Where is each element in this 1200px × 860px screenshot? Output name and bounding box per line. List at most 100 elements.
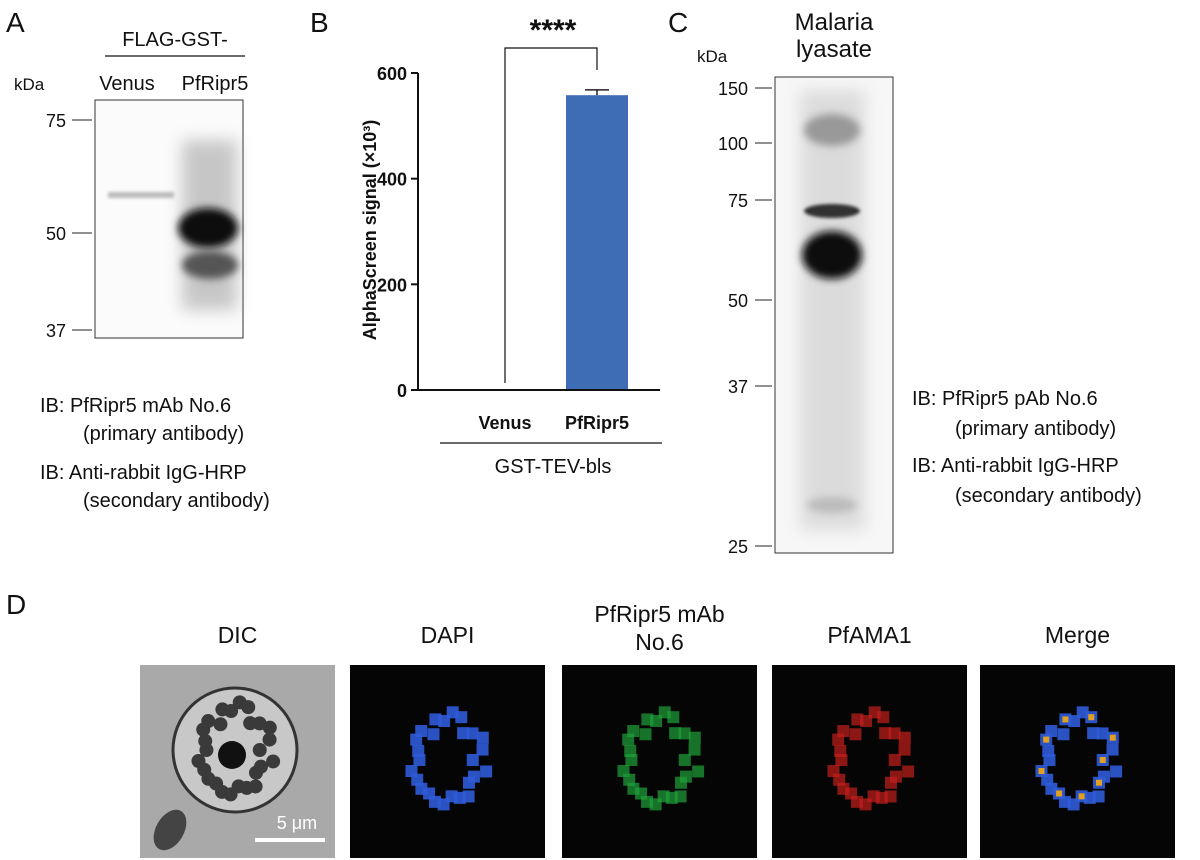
signal	[627, 782, 640, 795]
channel-label: Merge	[1045, 622, 1110, 648]
signal	[692, 765, 705, 778]
signal	[888, 727, 901, 740]
signal	[827, 765, 840, 778]
channel-label: No.6	[635, 629, 684, 655]
significance-bracket	[504, 47, 598, 383]
sample: lyasate	[796, 36, 872, 63]
signal	[1088, 714, 1095, 721]
signal	[688, 743, 701, 756]
signal	[415, 725, 428, 738]
x-tick-label: PfRipr5	[565, 413, 629, 433]
band	[178, 208, 238, 248]
y-tick-label: 0	[397, 381, 407, 401]
note: IB: Anti-rabbit IgG-HRP	[912, 455, 1119, 477]
signal	[1096, 779, 1103, 786]
pigment	[218, 741, 246, 769]
band	[807, 497, 857, 513]
signal	[1110, 765, 1123, 778]
unit: kDa	[14, 75, 45, 94]
signal	[834, 745, 847, 758]
signal	[476, 743, 489, 756]
image-frame	[350, 665, 545, 858]
note: (primary antibody)	[83, 423, 244, 445]
panel-label: B	[310, 7, 329, 38]
signal	[877, 711, 890, 724]
lane-label: Venus	[99, 73, 155, 95]
signal	[1109, 734, 1116, 741]
band	[804, 114, 860, 146]
micrograph	[350, 665, 545, 858]
signal	[879, 727, 892, 740]
signal	[639, 728, 652, 741]
scale-label: 5 μm	[277, 813, 317, 833]
y-tick-label: 200	[377, 275, 407, 295]
signal	[1099, 757, 1106, 763]
signal	[1038, 768, 1045, 775]
group-label: GST-TEV-bls	[495, 456, 612, 478]
signal	[885, 776, 898, 789]
channel-label: DAPI	[421, 622, 475, 648]
band	[804, 204, 860, 218]
signal	[455, 711, 468, 724]
signal	[837, 725, 850, 738]
micrograph: 5 μm	[140, 665, 335, 858]
signal	[1057, 728, 1070, 741]
debris	[153, 809, 187, 851]
channel-label: DIC	[218, 622, 258, 648]
channel-label: PfAMA1	[827, 622, 911, 648]
merozoite	[266, 754, 281, 769]
signal	[667, 711, 680, 724]
band	[108, 192, 174, 198]
signal	[1045, 725, 1058, 738]
signal	[1062, 716, 1069, 723]
blot: 75 50 37	[46, 99, 244, 341]
merozoite	[262, 732, 277, 747]
note: (secondary antibody)	[955, 485, 1142, 507]
image-frame	[980, 665, 1175, 858]
blot	[774, 76, 894, 554]
construct: FLAG-GST-	[122, 29, 228, 51]
signal	[466, 727, 479, 740]
signal	[888, 754, 901, 766]
x-tick-label: Venus	[478, 413, 531, 433]
marker: 37	[728, 377, 748, 397]
band	[182, 251, 238, 279]
merozoite	[241, 700, 256, 715]
signal	[415, 782, 428, 795]
image-frame	[772, 665, 967, 858]
merozoite	[262, 720, 277, 735]
panel-label: D	[6, 589, 26, 620]
signal	[898, 743, 911, 756]
panel-label: C	[668, 7, 688, 38]
signal	[837, 782, 850, 795]
marker: 75	[46, 111, 66, 131]
signal	[902, 765, 915, 778]
signal	[1042, 745, 1055, 758]
signal	[480, 765, 493, 778]
y-axis-label: AlphaScreen signal (×10³)	[360, 120, 380, 341]
channel-label: PfRipr5 mAb	[594, 601, 724, 627]
merozoite	[213, 717, 228, 732]
marker: 150	[718, 79, 748, 99]
note: (primary antibody)	[955, 418, 1116, 440]
signal	[678, 727, 691, 740]
merozoite	[198, 734, 213, 749]
merozoite	[191, 754, 206, 769]
signal	[1087, 727, 1100, 740]
marker: 25	[728, 537, 748, 557]
panel-label: A	[6, 7, 25, 38]
signal	[1045, 782, 1058, 795]
signal	[463, 776, 476, 789]
sample: Malaria	[795, 9, 874, 36]
merozoite	[201, 714, 216, 729]
signal	[1056, 790, 1063, 797]
merozoite	[252, 743, 267, 757]
significance: ****	[530, 14, 577, 47]
signal	[466, 754, 479, 766]
merozoite	[249, 765, 264, 780]
signal	[1043, 736, 1050, 743]
signal	[624, 745, 637, 758]
micrograph	[772, 665, 967, 858]
signal	[1106, 743, 1119, 756]
